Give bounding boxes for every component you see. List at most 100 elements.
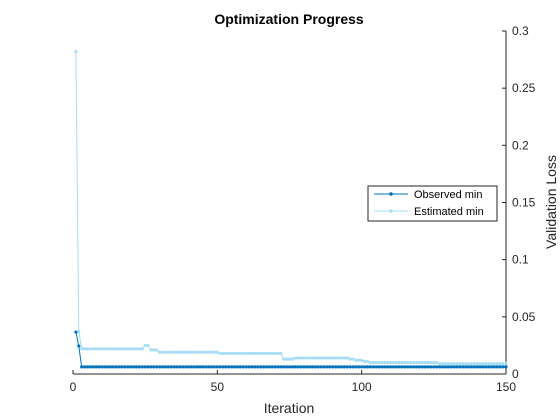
data-point-estimated-min [183,350,188,354]
data-point-estimated-min [166,350,170,354]
data-point-observed-min [250,365,254,369]
data-point-observed-min [192,365,196,369]
data-point-estimated-min [432,360,436,365]
data-point-observed-min [287,365,292,369]
data-point-observed-min [134,365,139,369]
data-point-observed-min [501,365,505,369]
data-point-observed-min [129,365,133,369]
y-tick-label: 0.1 [512,253,529,267]
data-point-estimated-min [224,351,228,356]
data-point-estimated-min [178,350,182,354]
data-point-observed-min [282,365,286,369]
data-point-observed-min [403,365,407,369]
legend-marker-observed-min [389,192,393,196]
data-point-estimated-min [103,347,107,351]
data-point-estimated-min [362,359,367,364]
data-point-observed-min [241,365,245,369]
data-point-observed-min [253,365,257,369]
data-point-estimated-min [235,351,240,356]
data-point-observed-min [472,365,476,369]
data-point-observed-min [478,365,482,369]
data-point-estimated-min [290,357,294,361]
data-point-observed-min [181,365,185,369]
data-point-estimated-min [334,356,338,360]
data-point-observed-min [397,365,401,369]
data-point-observed-min [155,365,159,369]
data-point-estimated-min [117,347,121,351]
data-point-observed-min [224,365,228,369]
data-point-estimated-min [348,357,352,361]
data-point-estimated-min [394,360,398,365]
data-point-estimated-min [267,351,271,356]
data-point-observed-min [360,365,364,369]
y-axis-ticks: 0 0.05 0.1 0.15 0.2 0.25 0.3 [502,24,536,381]
data-point-observed-min [74,330,78,334]
data-point-observed-min [186,365,191,369]
data-point-estimated-min [212,350,217,354]
data-point-estimated-min [97,347,101,351]
data-point-estimated-min [420,360,424,365]
data-point-estimated-min [189,350,193,354]
data-point-estimated-min [264,351,269,356]
data-point-estimated-min [172,350,176,354]
data-point-observed-min [481,365,485,369]
x-tick-label: 0 [70,380,77,394]
data-point-observed-min [114,365,118,369]
data-point-estimated-min [440,362,445,366]
data-point-observed-min [163,365,167,369]
data-point-estimated-min [351,357,355,361]
data-point-observed-min [172,365,176,369]
data-point-estimated-min [299,356,303,360]
data-point-observed-min [455,365,459,369]
data-point-estimated-min [492,362,497,366]
data-point-observed-min [166,365,170,369]
data-point-estimated-min [100,347,104,351]
data-point-estimated-min [495,362,499,366]
data-point-estimated-min [285,357,289,361]
data-point-observed-min [100,365,104,369]
data-point-estimated-min [276,351,280,356]
data-point-estimated-min [209,350,214,354]
data-point-estimated-min [143,343,147,348]
data-point-observed-min [351,365,355,369]
data-point-observed-min [391,365,396,369]
data-point-estimated-min [126,347,130,351]
data-point-estimated-min [461,362,465,366]
data-point-observed-min [293,365,297,369]
x-axis-ticks: 0 50 100 150 [70,370,516,394]
data-point-estimated-min [261,351,266,356]
data-point-estimated-min [423,360,427,365]
data-point-observed-min [175,365,179,369]
data-point-estimated-min [365,359,370,364]
data-point-observed-min [261,365,266,369]
data-point-estimated-min [489,362,494,366]
data-point-estimated-min [449,362,453,366]
data-point-estimated-min [218,351,222,356]
data-point-observed-min [212,365,217,369]
data-point-estimated-min [85,347,90,351]
data-point-estimated-min [478,362,482,366]
data-point-observed-min [423,365,427,369]
data-point-estimated-min [397,360,401,365]
data-point-observed-min [438,365,442,369]
data-point-observed-min [458,365,462,369]
data-point-observed-min [152,365,156,369]
data-point-observed-min [108,365,113,369]
data-point-observed-min [475,365,479,369]
data-point-observed-min [305,365,309,369]
data-point-observed-min [310,365,315,369]
data-point-estimated-min [238,351,243,356]
data-point-estimated-min [77,330,81,334]
data-point-estimated-min [316,356,320,360]
data-point-estimated-min [91,347,95,351]
data-point-estimated-min [273,351,277,356]
data-point-observed-min [279,365,283,369]
data-point-estimated-min [403,360,407,365]
data-point-observed-min [103,365,107,369]
data-point-observed-min [256,365,260,369]
data-point-observed-min [348,365,352,369]
data-point-observed-min [484,365,488,369]
y-tick-label: 0.2 [512,138,529,152]
data-point-observed-min [489,365,494,369]
data-point-estimated-min [463,362,468,366]
